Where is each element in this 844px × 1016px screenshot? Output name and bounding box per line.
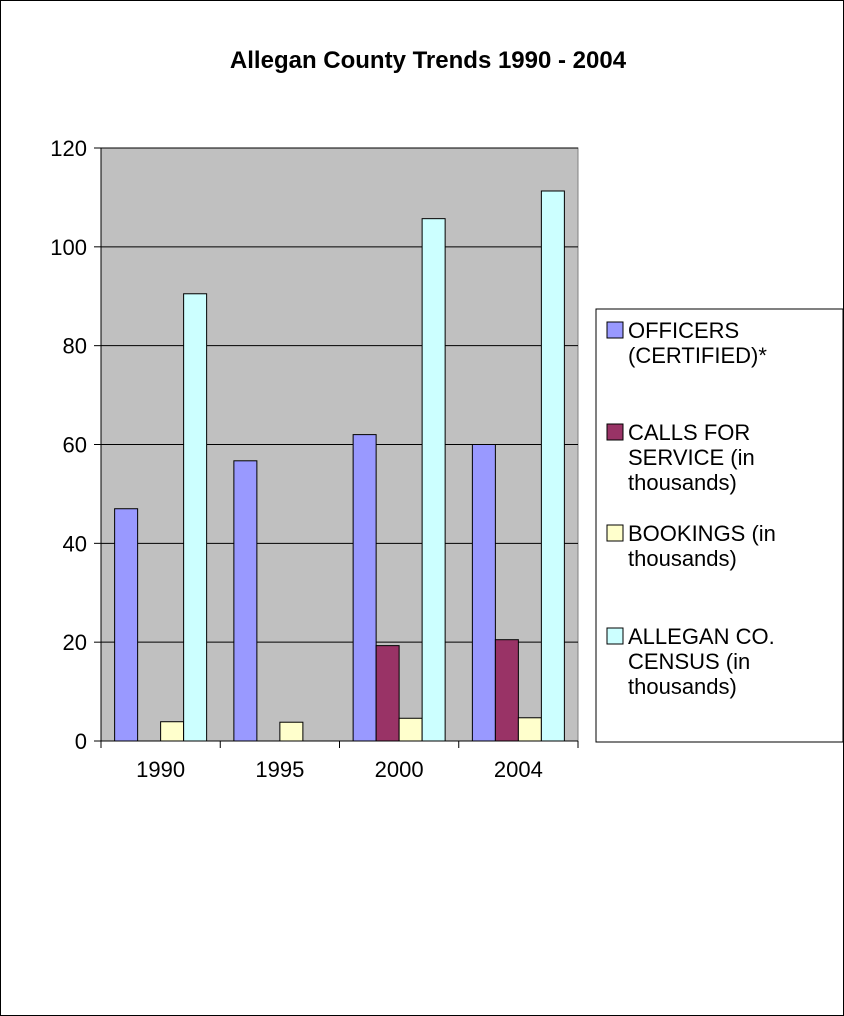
y-tick-label: 20 [63,630,87,655]
bar [471,444,496,742]
y-tick-label: 120 [50,136,87,161]
plot-area: 0 20 40 60 80 100 120 1990 1995 2000 2004 [50,136,579,782]
y-tick-label: 40 [63,531,87,556]
chart-title: Allegan County Trends 1990 - 2004 [230,47,627,74]
legend-swatch [606,627,624,645]
bar [375,645,400,742]
y-tick-label: 100 [50,235,87,260]
legend-label: CALLS FOR SERVICE (in thousands) [628,420,755,495]
legend-label: ALLEGAN CO. CENSUS (in thousands) [628,624,775,699]
bar [398,717,423,742]
y-tick-label: 60 [63,433,87,458]
bar [279,721,304,742]
x-tick-label: 1990 [136,757,185,782]
bar [183,293,208,742]
legend-swatch [606,524,624,542]
y-tick-label: 0 [75,729,87,754]
bar [160,721,185,742]
bar [233,460,258,742]
bar [540,190,565,742]
legend-box [595,308,844,743]
bar [114,508,139,742]
legend-swatch [606,423,624,441]
x-tick-label: 2000 [375,757,424,782]
legend-label: OFFICERS (CERTIFIED)* [628,318,767,368]
legend: OFFICERS (CERTIFIED)* CALLS FOR SERVICE (in… [595,308,844,743]
bar [517,717,542,742]
bar [494,639,519,742]
x-tick-label: 1995 [255,757,304,782]
bar [352,434,377,742]
y-tick-label: 80 [63,334,87,359]
legend-swatch [606,321,624,339]
legend-label: BOOKINGS (in thousands) [628,521,776,571]
x-tick-label: 2004 [494,757,543,782]
bar [421,218,446,742]
